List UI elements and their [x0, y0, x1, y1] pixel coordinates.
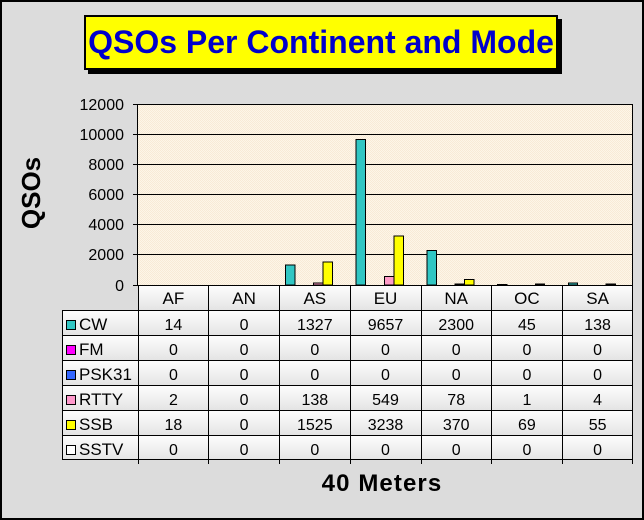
svg-text:FM: FM	[79, 340, 104, 359]
svg-text:55: 55	[589, 417, 607, 434]
svg-text:QSOs: QSOs	[16, 157, 46, 229]
svg-text:4000: 4000	[88, 217, 124, 234]
svg-text:0: 0	[310, 342, 319, 359]
svg-text:0: 0	[115, 278, 124, 295]
svg-text:0: 0	[240, 367, 249, 384]
svg-text:AF: AF	[163, 289, 185, 308]
svg-text:SSTV: SSTV	[79, 440, 124, 459]
svg-text:78: 78	[447, 392, 465, 409]
svg-text:3238: 3238	[368, 417, 404, 434]
svg-text:2000: 2000	[88, 247, 124, 264]
svg-text:0: 0	[381, 367, 390, 384]
svg-text:0: 0	[381, 442, 390, 459]
svg-text:0: 0	[240, 417, 249, 434]
svg-text:549: 549	[372, 392, 399, 409]
svg-text:0: 0	[593, 367, 602, 384]
svg-text:2: 2	[169, 392, 178, 409]
svg-text:12000: 12000	[80, 97, 125, 114]
svg-text:SSB: SSB	[79, 415, 113, 434]
svg-text:1: 1	[522, 392, 531, 409]
svg-text:0: 0	[593, 442, 602, 459]
svg-text:9657: 9657	[368, 317, 404, 334]
svg-text:2300: 2300	[438, 317, 474, 334]
svg-text:0: 0	[381, 342, 390, 359]
svg-text:18: 18	[165, 417, 183, 434]
svg-text:AN: AN	[232, 289, 256, 308]
svg-text:14: 14	[165, 317, 183, 334]
svg-text:AS: AS	[303, 289, 326, 308]
svg-text:40 Meters: 40 Meters	[322, 470, 443, 497]
svg-text:SA: SA	[586, 289, 609, 308]
svg-text:10000: 10000	[80, 127, 125, 144]
svg-text:1525: 1525	[297, 417, 333, 434]
svg-text:0: 0	[169, 342, 178, 359]
svg-text:6000: 6000	[88, 187, 124, 204]
svg-text:8000: 8000	[88, 157, 124, 174]
svg-text:0: 0	[452, 342, 461, 359]
svg-text:0: 0	[310, 442, 319, 459]
svg-text:4: 4	[593, 392, 602, 409]
svg-text:0: 0	[452, 442, 461, 459]
svg-text:1327: 1327	[297, 317, 333, 334]
svg-text:RTTY: RTTY	[79, 390, 123, 409]
svg-text:0: 0	[169, 367, 178, 384]
svg-text:0: 0	[522, 442, 531, 459]
svg-text:CW: CW	[79, 315, 107, 334]
svg-text:0: 0	[452, 367, 461, 384]
svg-text:0: 0	[310, 367, 319, 384]
svg-text:138: 138	[301, 392, 328, 409]
svg-text:0: 0	[240, 392, 249, 409]
svg-text:0: 0	[240, 442, 249, 459]
svg-text:138: 138	[584, 317, 611, 334]
svg-text:0: 0	[593, 342, 602, 359]
svg-text:0: 0	[240, 317, 249, 334]
svg-text:0: 0	[169, 442, 178, 459]
svg-text:45: 45	[518, 317, 536, 334]
svg-text:EU: EU	[374, 289, 398, 308]
svg-text:0: 0	[522, 367, 531, 384]
svg-text:PSK31: PSK31	[79, 365, 132, 384]
svg-text:0: 0	[522, 342, 531, 359]
svg-text:69: 69	[518, 417, 536, 434]
svg-text:OC: OC	[514, 289, 540, 308]
svg-text:0: 0	[240, 342, 249, 359]
svg-text:370: 370	[443, 417, 470, 434]
svg-text:NA: NA	[444, 289, 468, 308]
